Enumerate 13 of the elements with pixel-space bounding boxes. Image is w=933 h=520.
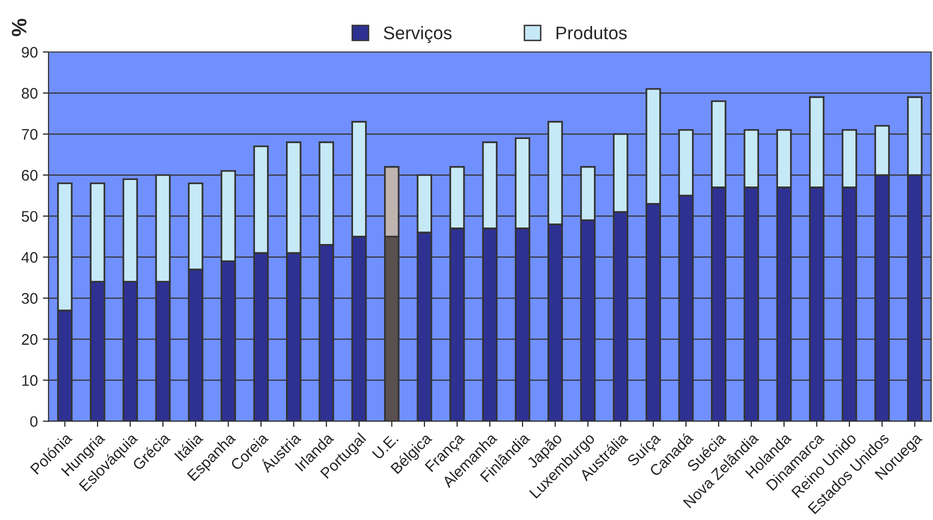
y-tick-label: 80 [22, 88, 38, 99]
y-tick-label: 0 [30, 416, 38, 427]
legend-label: Produtos [556, 26, 627, 40]
y-tick-label: 70 [22, 128, 38, 140]
y-tick-label: 20 [22, 334, 38, 345]
y-tick-label: 40 [21, 252, 38, 263]
y-tick-label: 60 [22, 170, 38, 181]
y-tick-label: 30 [22, 293, 38, 304]
y-axis-title: % [12, 18, 26, 36]
y-tick-label: 90 [22, 46, 38, 58]
legend-label: Serviços [384, 26, 452, 43]
y-tick-label: 50 [22, 210, 38, 222]
y-tick-label: 10 [22, 375, 38, 386]
